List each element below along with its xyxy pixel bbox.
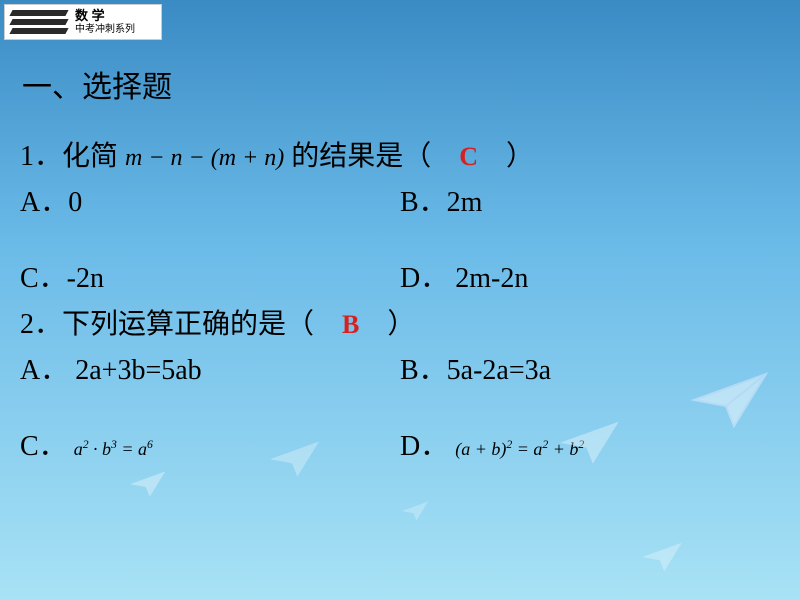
q2-option-a: A． 2a+3b=5ab <box>20 348 400 388</box>
content: 一、选择题 1．化简 m − n − (m + n) 的结果是（ C ） A．0… <box>20 62 780 470</box>
q1-option-a: A．0 <box>20 180 400 220</box>
q1-option-c: C．-2n <box>20 256 400 296</box>
q2-c-label: C． <box>20 431 67 462</box>
paper-plane-icon <box>690 370 770 430</box>
q1-row-ab: A．0 B．2m <box>20 180 780 220</box>
q1-suffix: 的结果是（ <box>284 141 459 172</box>
paper-plane-icon <box>560 420 620 465</box>
logo-bars <box>11 10 67 34</box>
paper-plane-icon <box>270 440 320 478</box>
q1-close: ） <box>478 141 534 172</box>
paper-plane-icon <box>640 540 684 574</box>
q1-option-b: B．2m <box>400 180 780 220</box>
q1-option-d: D． 2m-2n <box>400 256 780 296</box>
q2-d-label: D． <box>400 431 448 462</box>
q1-prefix: 1．化简 <box>20 141 125 172</box>
q1-row-cd: C．-2n D． 2m-2n <box>20 256 780 296</box>
q2-option-c: C． a2 · b3 = a6 <box>20 424 400 464</box>
q2-row-ab: A． 2a+3b=5ab B．5a-2a=3a <box>20 348 780 388</box>
q2-close: ） <box>359 309 415 340</box>
paper-plane-icon <box>130 470 166 498</box>
question-2: 2．下列运算正确的是（ B ） <box>20 302 780 342</box>
q1-answer: C <box>459 142 478 171</box>
q2-c-expr: a2 · b3 = a6 <box>74 439 153 459</box>
logo-title: 数 学 <box>75 9 135 23</box>
logo-subtitle: 中考冲刺系列 <box>75 24 135 35</box>
paper-plane-icon <box>400 500 430 522</box>
q2-answer: B <box>342 310 359 339</box>
q1-expression: m − n − (m + n) <box>125 145 284 171</box>
logo-text: 数 学 中考冲刺系列 <box>75 9 135 34</box>
section-title: 一、选择题 <box>22 62 780 106</box>
question-1: 1．化简 m − n − (m + n) 的结果是（ C ） <box>20 134 780 174</box>
logo-badge: 数 学 中考冲刺系列 <box>4 4 162 40</box>
q2-row-cd: C． a2 · b3 = a6 D． (a + b)2 = a2 + b2 <box>20 424 780 464</box>
q2-text: 2．下列运算正确的是（ <box>20 309 342 340</box>
